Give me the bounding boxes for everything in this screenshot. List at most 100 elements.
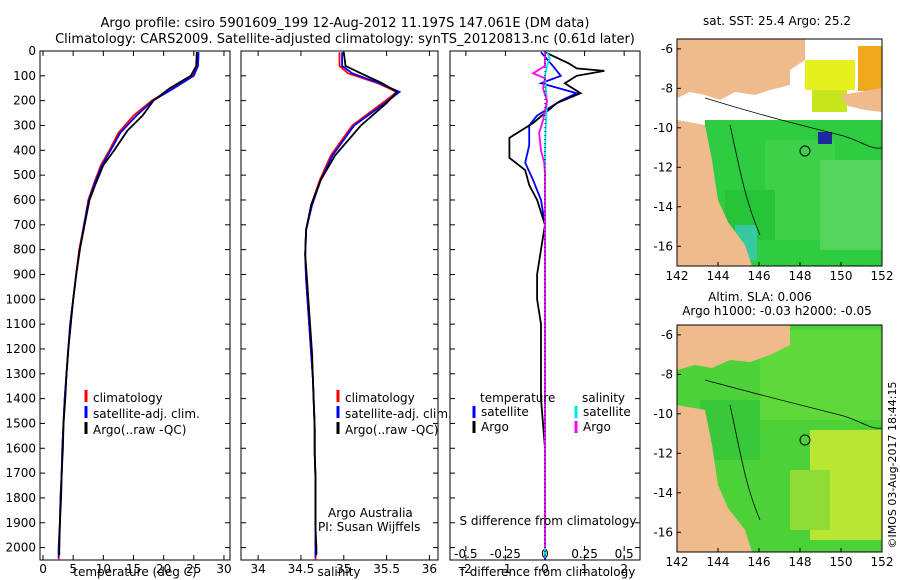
sla-sea-patch	[790, 470, 830, 530]
sst-cold-patch	[818, 132, 832, 144]
map-y-tick-label: -10	[653, 407, 673, 421]
reef-contour	[729, 404, 761, 521]
depth-tick-label: 200	[13, 94, 36, 108]
depth-tick-label: 500	[13, 168, 36, 182]
temperature-profile-lines	[57, 52, 200, 560]
imos-footer: ©IMOS 03-Aug-2017 18:44:15	[886, 382, 899, 549]
legend-label-sal-argo: Argo	[583, 420, 611, 434]
depth-tick-label: 300	[13, 118, 36, 132]
land-australia	[677, 120, 752, 266]
annotation-pi: PI: Susan Wijffels	[318, 520, 420, 534]
x-tick-label: 1	[581, 562, 589, 576]
map-y-tick-label: -8	[661, 367, 673, 381]
argo-float-marker	[799, 145, 811, 157]
x-tick-label: 36	[422, 562, 437, 576]
depth-tick-label: 0	[28, 44, 36, 58]
top-tick-label: 0.25	[571, 547, 598, 561]
difference-xlabel-bottom: T difference from climatology	[458, 565, 636, 579]
sla-map-field	[677, 325, 882, 552]
legend-label-argo: Argo(..raw -QC)	[93, 423, 186, 437]
temperature-xlabel: temperature (deg C)	[73, 565, 196, 579]
difference-profile-lines	[508, 51, 605, 560]
legend-label-satellite: satellite-adj. clim.	[345, 407, 452, 421]
series-line-temperature-argo	[508, 51, 605, 555]
map-y-tick-label: -12	[653, 446, 673, 460]
map-x-tick-label: 144	[707, 555, 730, 569]
map-x-tick-label: 146	[748, 555, 771, 569]
sla-map-panel: Altim. SLA: 0.006 Argo h1000: -0.03 h200…	[653, 290, 893, 569]
difference-panel: -2 -1 0 1 2-0.5 -0.25 0 0.25 0.5 T difference fr…	[449, 50, 641, 579]
depth-tick-label: 1900	[5, 516, 36, 530]
map-y-tick-label: -16	[653, 239, 673, 253]
figure-title-line1: Argo profile: csiro 5901609_199 12-Aug-2…	[101, 16, 590, 31]
sst-map-frame	[676, 38, 883, 267]
x-tick-label: 35.5	[373, 562, 400, 576]
x-tick-label: -2	[460, 562, 472, 576]
sst-map-ticks: 142 144 146 148 150 152 -6 -8 -10 -12 -14 -16	[653, 42, 893, 283]
x-tick-label: 2	[620, 562, 628, 576]
depth-tick-label: 1600	[5, 441, 36, 455]
depth-tick-label: 1000	[5, 292, 36, 306]
legend-label-satellite: satellite-adj. clim.	[93, 407, 200, 421]
sst-map-title: sat. SST: 25.4 Argo: 25.2	[703, 14, 851, 28]
legend-label-argo: Argo(..raw -QC)	[345, 423, 438, 437]
depth-tick-label: 1500	[5, 416, 36, 430]
legend-label-climatology: climatology	[93, 391, 163, 405]
map-y-tick-label: -14	[653, 486, 673, 500]
x-tick-label: 35	[336, 562, 351, 576]
sla-map-frame	[676, 324, 883, 553]
salinity-profile-lines	[304, 52, 402, 560]
depth-tick-label: 1100	[5, 317, 36, 331]
x-tick-label: 5	[69, 562, 77, 576]
shelf-contour	[704, 97, 882, 149]
map-y-tick-label: -10	[653, 121, 673, 135]
land-australia	[677, 405, 752, 552]
depth-tick-label: 1300	[5, 367, 36, 381]
salinity-axes-frame	[240, 50, 439, 561]
map-y-tick-label: -8	[661, 81, 673, 95]
x-tick-label: 34.5	[288, 562, 315, 576]
map-x-tick-label: 144	[707, 269, 730, 283]
x-tick-label: 30	[216, 562, 231, 576]
salinity-axis-ticks: 34 34.5 35 35.5 36	[241, 50, 438, 576]
map-x-tick-label: 148	[789, 269, 812, 283]
sst-sea-patch	[820, 160, 882, 250]
sst-map-field	[677, 39, 882, 266]
difference-axis-ticks: -2 -1 0 1 2-0.5 -0.25 0 0.25 0.5	[450, 50, 640, 576]
depth-tick-label: 1400	[5, 392, 36, 406]
temperature-panel: 0 5 10 15 20 25 300100200300400500600700800900…	[5, 44, 231, 579]
legend-label-temp-satellite: satellite	[481, 405, 529, 419]
legend-title-salinity: salinity	[582, 391, 625, 405]
x-tick-label: 0	[541, 562, 549, 576]
legend-title-temperature: temperature	[480, 391, 555, 405]
top-tick-label: 0.5	[615, 547, 634, 561]
map-x-tick-label: 142	[666, 555, 689, 569]
map-x-tick-label: 150	[830, 555, 853, 569]
land-new-guinea	[677, 325, 790, 370]
sla-map-subtitle: Argo h1000: -0.03 h2000: -0.05	[682, 304, 872, 318]
map-x-tick-label: 146	[748, 269, 771, 283]
depth-tick-label: 400	[13, 143, 36, 157]
map-x-tick-label: 148	[789, 555, 812, 569]
sst-warm-patch	[812, 90, 847, 112]
figure-title-line2: Climatology: CARS2009. Satellite-adjuste…	[55, 32, 635, 47]
depth-tick-label: 2000	[5, 541, 36, 555]
land-new-guinea-east	[840, 88, 882, 112]
x-tick-label: 0	[39, 562, 47, 576]
sst-hot-patch	[858, 46, 882, 91]
difference-legend: temperature salinity satellite Argo sate…	[472, 391, 631, 434]
legend-label-climatology: climatology	[345, 391, 415, 405]
salinity-xlabel: salinity	[317, 565, 360, 579]
temperature-axes-frame	[39, 50, 231, 561]
x-tick-label: 34	[250, 562, 265, 576]
depth-tick-label: 1700	[5, 466, 36, 480]
sst-map-panel: sat. SST: 25.4 Argo: 25.2 142 144 146 148 15…	[653, 14, 893, 283]
map-y-tick-label: -16	[653, 525, 673, 539]
salinity-legend: climatology satellite-adj. clim. Argo(..…	[336, 390, 452, 437]
series-line-argo-raw-qc-	[58, 52, 198, 555]
depth-tick-label: 600	[13, 193, 36, 207]
argo-float-marker	[799, 434, 811, 446]
map-x-tick-label: 152	[871, 269, 894, 283]
map-y-tick-label: -14	[653, 200, 673, 214]
